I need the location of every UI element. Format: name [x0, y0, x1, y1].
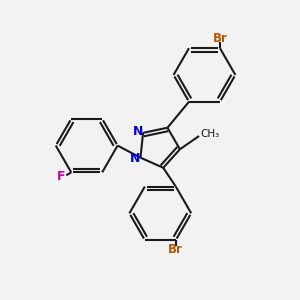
- Text: Br: Br: [212, 32, 227, 45]
- Text: CH₃: CH₃: [200, 129, 220, 139]
- Text: N: N: [133, 125, 143, 138]
- Text: N: N: [130, 152, 140, 165]
- Text: F: F: [57, 170, 65, 183]
- Text: Br: Br: [168, 243, 183, 256]
